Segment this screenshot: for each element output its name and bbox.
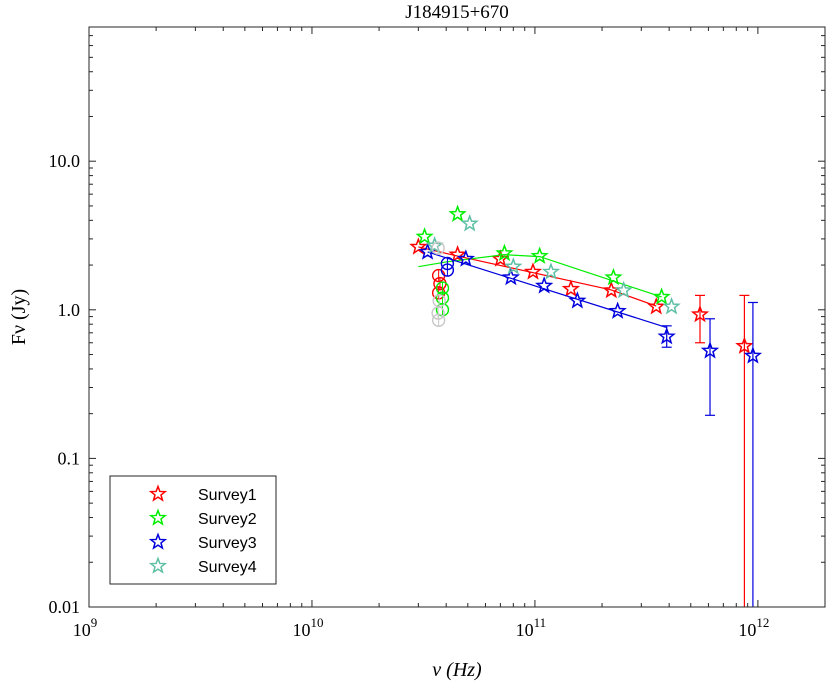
y-tick-label: 1.0 <box>58 300 81 320</box>
x-tick-label-exponent: 10 <box>310 615 323 630</box>
x-tick-label: 1012 <box>738 615 769 640</box>
star-point <box>541 262 561 280</box>
x-tick-label-base: 10 <box>516 620 534 640</box>
chart-title: J184915+670 <box>405 2 509 23</box>
star-point <box>504 257 523 275</box>
series-survey3 <box>418 242 763 607</box>
star-point <box>448 245 467 263</box>
star-point <box>501 267 521 286</box>
fit-line <box>427 251 667 329</box>
star-point <box>425 236 444 254</box>
x-tick-label: 1010 <box>292 615 323 640</box>
star-point <box>662 297 681 315</box>
star-point <box>534 276 554 294</box>
star-point <box>647 297 666 315</box>
x-axis-title: ν (Hz) <box>432 659 482 681</box>
x-tick-label: 109 <box>73 615 98 640</box>
y-tick-label: 10.0 <box>49 151 81 171</box>
plot-frame <box>88 26 826 608</box>
star-point <box>735 336 754 354</box>
legend-marker <box>148 508 168 526</box>
star-point <box>604 267 623 286</box>
legend-marker <box>148 556 168 574</box>
series-extra <box>431 241 446 327</box>
legend-marker <box>148 484 168 502</box>
star-point <box>530 246 549 264</box>
x-tick-label: 1011 <box>516 615 547 640</box>
star-point <box>561 279 581 297</box>
star-point <box>614 280 633 299</box>
legend: Survey1 Survey2 Survey3 Survey4 <box>109 475 277 585</box>
x-tick-label-base: 10 <box>738 620 756 640</box>
legend-label: Survey4 <box>198 559 257 576</box>
legend-box <box>109 475 277 585</box>
x-tick-label-base: 10 <box>73 620 91 640</box>
series-survey4 <box>425 213 681 315</box>
star-point <box>700 341 720 359</box>
y-tick-label: 0.01 <box>49 597 81 617</box>
y-tick-label: 0.1 <box>58 448 81 468</box>
star-point <box>460 213 479 232</box>
star-point <box>523 262 543 280</box>
plot-content <box>409 204 763 607</box>
y-axis-title-text: Fν (Jy) <box>8 289 30 345</box>
star-point <box>657 326 676 345</box>
y-axis-title: Fν (Jy) <box>8 289 30 345</box>
x-tick-label-base: 10 <box>292 620 310 640</box>
star-point <box>690 304 710 323</box>
legend-item-survey2: Survey2 <box>148 508 257 528</box>
star-point <box>448 204 467 222</box>
legend-item-survey3: Survey3 <box>148 532 257 552</box>
star-point <box>608 301 627 319</box>
legend-marker <box>148 532 168 550</box>
x-tick-label-exponent: 11 <box>534 615 547 630</box>
series-survey2 <box>415 204 671 317</box>
x-tick-label-exponent: 12 <box>756 615 769 630</box>
x-tick-label-exponent: 9 <box>91 615 98 630</box>
star-point <box>415 227 434 245</box>
star-point <box>409 237 428 255</box>
star-point <box>568 291 587 309</box>
star-point <box>652 287 671 305</box>
x-axis-title-text: ν (Hz) <box>432 659 482 681</box>
legend-item-survey1: Survey1 <box>148 484 257 504</box>
series-survey1 <box>409 237 754 607</box>
legend-label: Survey3 <box>198 535 257 552</box>
star-point <box>495 243 514 262</box>
star-point <box>743 346 763 364</box>
legend-item-survey4: Survey4 <box>148 556 257 576</box>
star-point <box>456 249 476 267</box>
legend-label: Survey2 <box>198 511 257 528</box>
fit-line <box>418 254 662 298</box>
legend-label: Survey1 <box>198 487 257 504</box>
